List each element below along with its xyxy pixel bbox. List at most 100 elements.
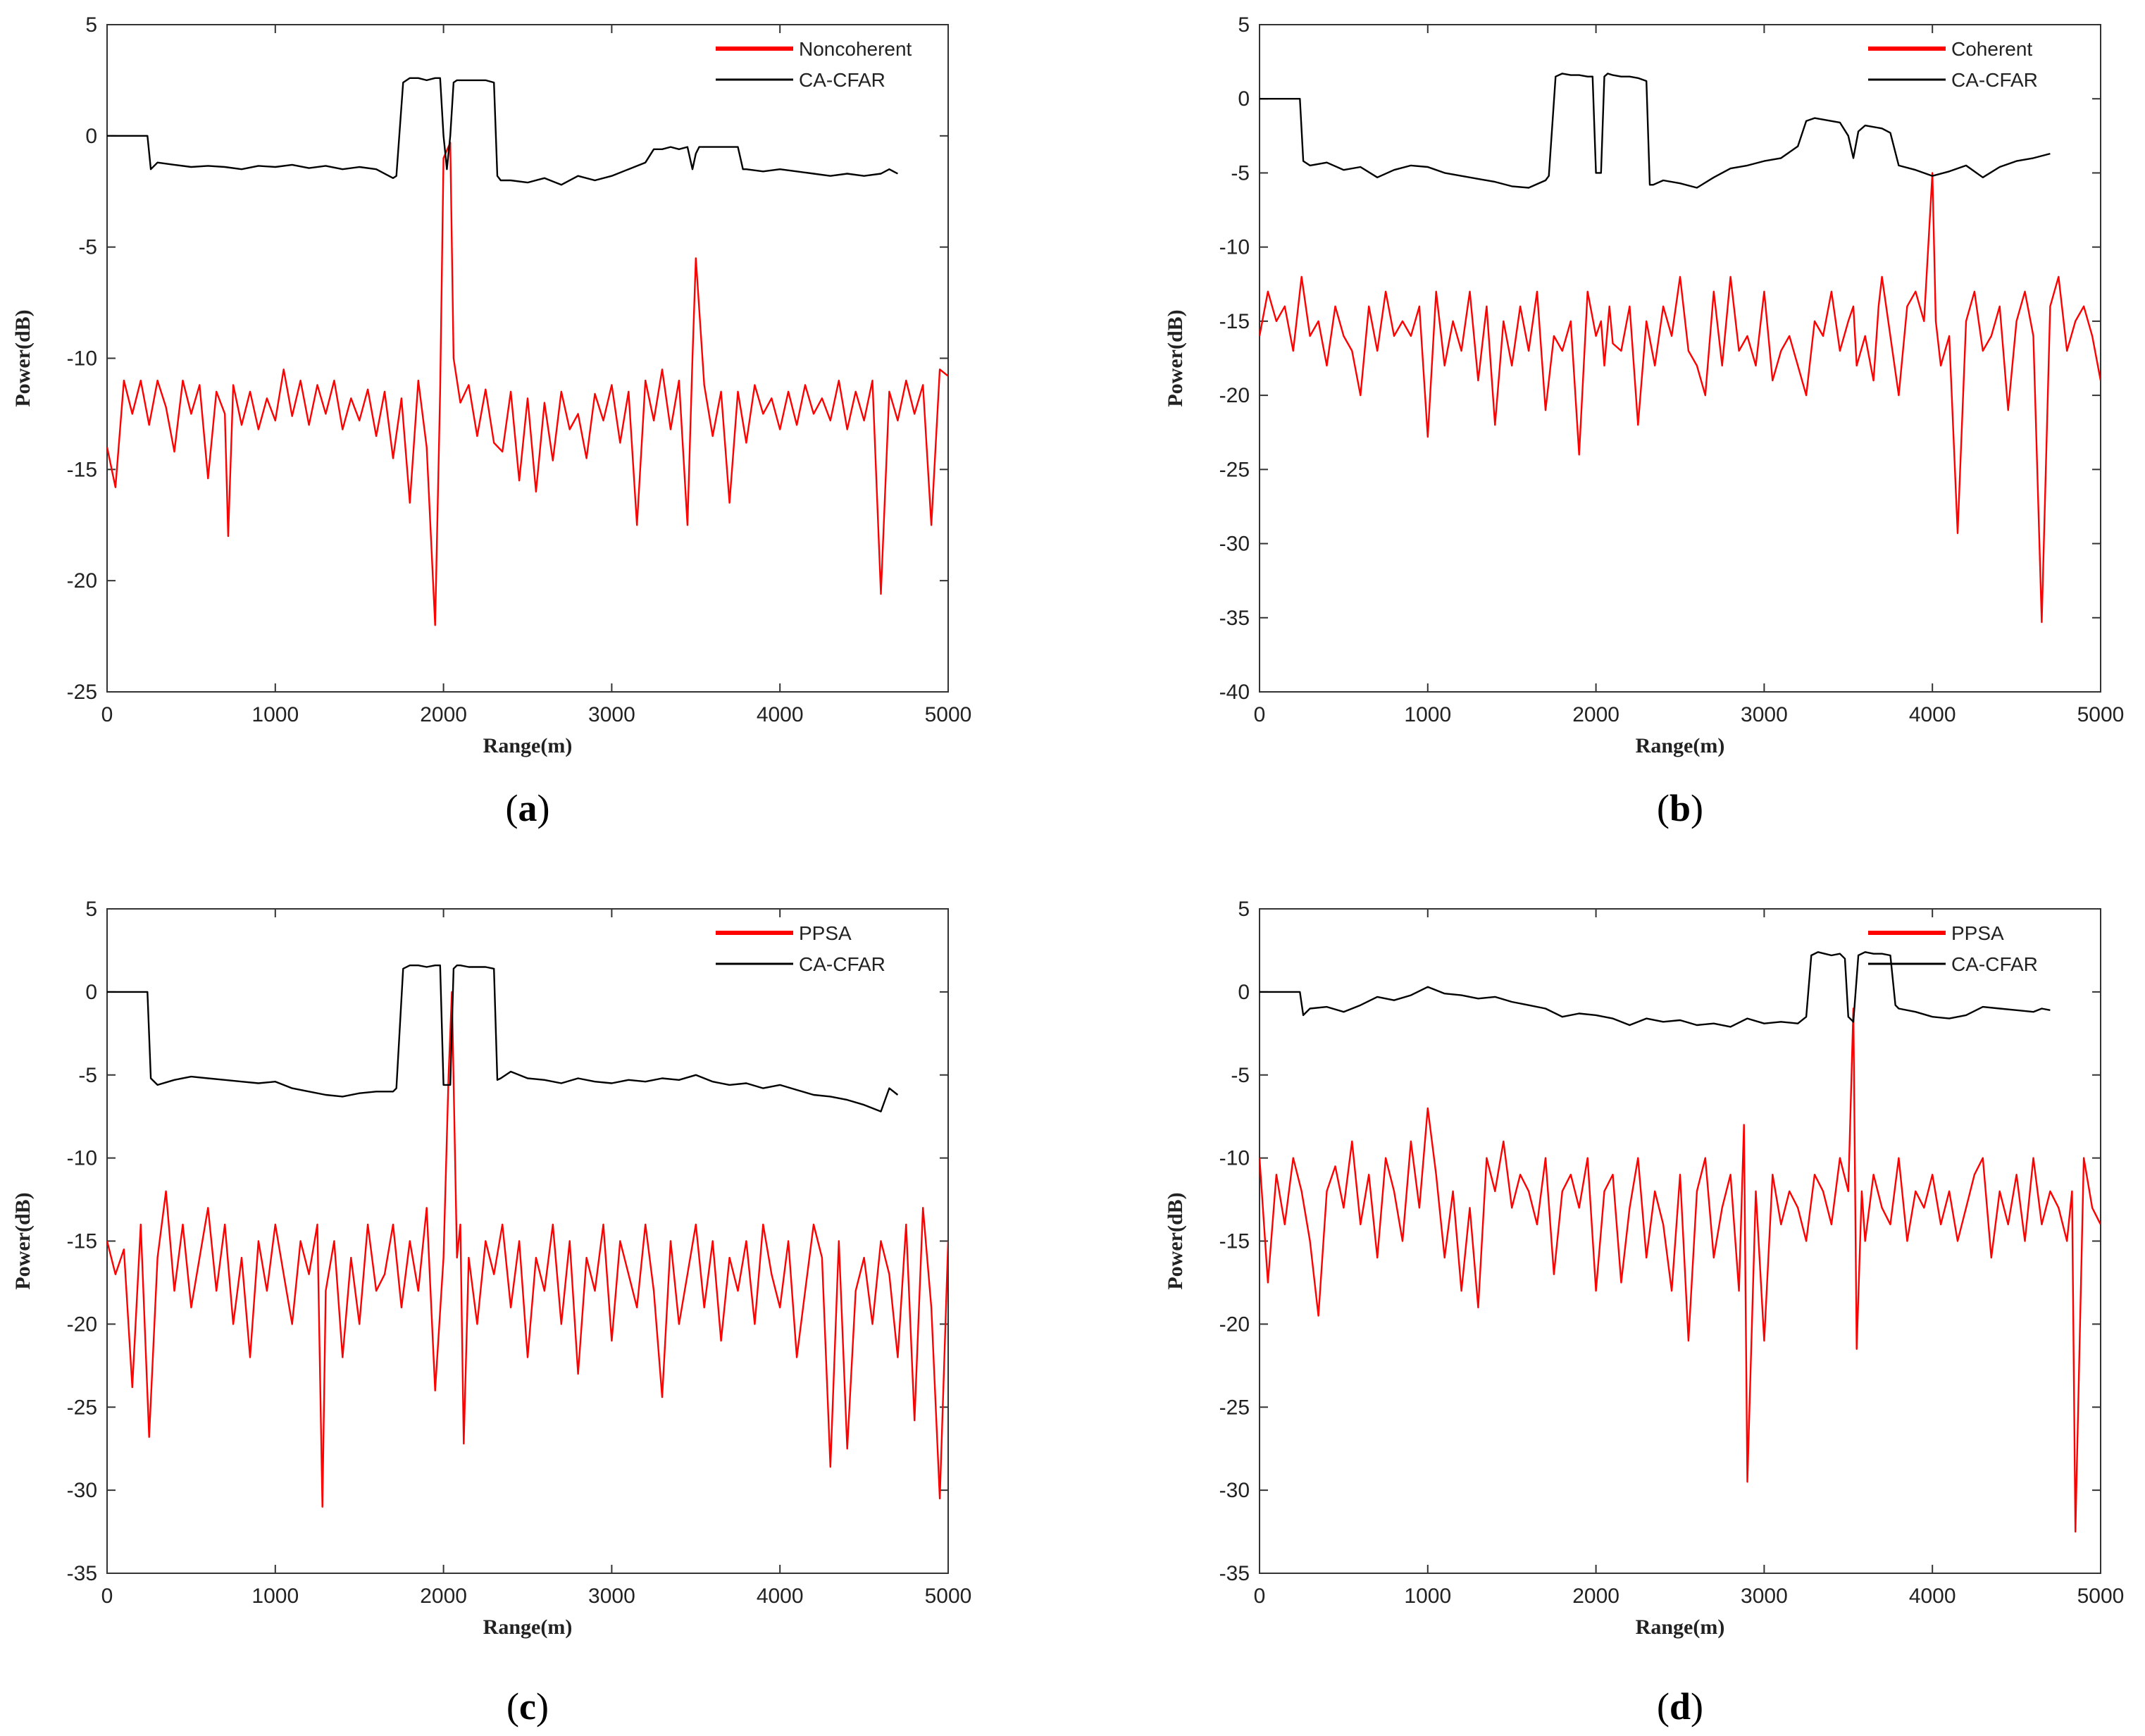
y-axis-label: Power(dB) xyxy=(1164,309,1187,407)
x-tick-label: 4000 xyxy=(1909,1585,1956,1608)
y-tick-label: -15 xyxy=(67,458,97,481)
chart-panel-b: 0 1000 2000 3000 4000 5000 -40 -35 -30 -25 -20 -15 -… xyxy=(1164,13,2124,829)
series-line-noncoherent xyxy=(107,142,948,626)
x-tick-label: 5000 xyxy=(925,1585,972,1608)
plot-area-frame xyxy=(1259,24,2101,693)
x-tick-label: 0 xyxy=(101,703,113,726)
panel-caption: (d) xyxy=(1657,1685,1703,1728)
y-tick-label: 5 xyxy=(1238,13,1250,37)
y-tick-label: -20 xyxy=(1219,1313,1250,1336)
x-tick-label: 1000 xyxy=(1404,703,1451,726)
y-tick-label: -5 xyxy=(78,1064,97,1087)
series-group xyxy=(1260,951,2101,1533)
legend-label: PPSA xyxy=(1951,922,2004,944)
y-tick-label: -25 xyxy=(67,1396,97,1419)
y-tick-label: -30 xyxy=(67,1479,97,1502)
y-tick-label: -20 xyxy=(1219,384,1250,407)
y-tick-label: -15 xyxy=(67,1230,97,1253)
y-tick-label: 0 xyxy=(1238,981,1250,1004)
y-axis-label: Power(dB) xyxy=(1164,1192,1187,1289)
x-tick-label: 3000 xyxy=(1741,1585,1788,1608)
x-axis-label: Range(m) xyxy=(483,1616,573,1639)
legend-label: CA-CFAR xyxy=(799,953,885,975)
x-tick-label: 5000 xyxy=(925,703,972,726)
x-tick-label: 0 xyxy=(1254,703,1266,726)
series-line-ca-cfar xyxy=(107,964,899,1112)
legend: Noncoherent CA-CFAR xyxy=(716,38,912,91)
legend-label: Noncoherent xyxy=(799,38,912,60)
x-tick-label: 2000 xyxy=(420,1585,467,1608)
y-tick-label: -15 xyxy=(1219,1230,1250,1253)
x-axis-label: Range(m) xyxy=(1636,734,1725,757)
x-axis-label: Range(m) xyxy=(1636,1616,1725,1639)
y-tick-label: -15 xyxy=(1219,310,1250,333)
x-tick-label: 5000 xyxy=(2077,703,2125,726)
y-axis-label: Power(dB) xyxy=(11,1192,35,1289)
series-line-ca-cfar xyxy=(1260,951,2051,1028)
legend-label: CA-CFAR xyxy=(1951,69,2038,91)
y-tick-label: -10 xyxy=(1219,1147,1250,1170)
y-tick-label: -10 xyxy=(67,1147,97,1170)
x-tick-label: 3000 xyxy=(588,703,635,726)
y-tick-label: -20 xyxy=(67,1313,97,1336)
plot-area-frame xyxy=(106,24,949,693)
y-tick-label: -25 xyxy=(1219,1396,1250,1419)
series-group xyxy=(107,964,948,1508)
x-tick-label: 3000 xyxy=(588,1585,635,1608)
x-tick-label: 4000 xyxy=(757,1585,804,1608)
legend-label: Coherent xyxy=(1951,38,2032,60)
x-tick-label: 1000 xyxy=(251,1585,299,1608)
y-tick-label: -25 xyxy=(67,681,97,704)
panel-caption: (a) xyxy=(506,787,550,829)
x-tick-label: 1000 xyxy=(251,703,299,726)
chart-panel-d: 0 1000 2000 3000 4000 5000 -35 -30 -25 -20 -15 -10 -… xyxy=(1164,898,2124,1728)
x-tick-label: 5000 xyxy=(2077,1585,2125,1608)
y-tick-label: -10 xyxy=(67,347,97,371)
y-axis-label: Power(dB) xyxy=(11,309,35,407)
x-tick-label: 4000 xyxy=(757,703,804,726)
y-tick-label: -30 xyxy=(1219,1479,1250,1502)
x-tick-label: 2000 xyxy=(1572,1585,1619,1608)
x-tick-label: 3000 xyxy=(1741,703,1788,726)
y-tick-label: -35 xyxy=(1219,1562,1250,1585)
y-tick-label: 0 xyxy=(85,125,97,148)
panel-caption-letter: d xyxy=(1670,1685,1691,1728)
series-group xyxy=(107,77,948,626)
panel-caption-letter: c xyxy=(519,1685,536,1728)
panel-caption-letter: b xyxy=(1670,787,1691,829)
y-tick-label: 5 xyxy=(85,898,97,921)
y-tick-label: 5 xyxy=(85,13,97,37)
series-line-coherent xyxy=(1260,172,2101,624)
series-line-ppsa xyxy=(1260,1008,2101,1533)
chart-panel-c: 0 1000 2000 3000 4000 5000 -35 -30 -25 -20 -15 -10 -… xyxy=(11,898,971,1728)
x-tick-label: 2000 xyxy=(420,703,467,726)
panel-caption-letter: a xyxy=(518,787,537,829)
series-line-ppsa xyxy=(107,991,948,1508)
plot-area-frame xyxy=(106,908,949,1574)
y-tick-label: 0 xyxy=(85,981,97,1004)
y-tick-label: -20 xyxy=(67,569,97,593)
x-tick-label: 1000 xyxy=(1404,1585,1451,1608)
legend-label: CA-CFAR xyxy=(799,69,885,91)
x-tick-label: 2000 xyxy=(1572,703,1619,726)
y-tick-label: -30 xyxy=(1219,533,1250,556)
panel-caption: (c) xyxy=(506,1685,549,1728)
series-line-ca-cfar xyxy=(107,77,898,186)
y-tick-label: -35 xyxy=(1219,607,1250,630)
plot-area-frame xyxy=(1259,908,2101,1574)
y-tick-label: 0 xyxy=(1238,87,1250,111)
y-tick-label: -5 xyxy=(1231,161,1250,185)
y-tick-label: -35 xyxy=(67,1562,97,1585)
chart-panel-a: 0 1000 2000 3000 4000 5000 -25 -20 -15 -10 -5 0 5 Ran… xyxy=(11,13,971,829)
y-tick-label: -10 xyxy=(1219,236,1250,259)
y-tick-label: -5 xyxy=(78,236,97,259)
legend: Coherent CA-CFAR xyxy=(1868,38,2038,91)
x-tick-label: 4000 xyxy=(1909,703,1956,726)
series-line-ca-cfar xyxy=(1260,73,2051,189)
x-axis-label: Range(m) xyxy=(483,734,573,757)
series-group xyxy=(1260,73,2101,624)
legend-label: CA-CFAR xyxy=(1951,953,2038,975)
panel-caption: (b) xyxy=(1657,787,1703,829)
y-tick-label: -40 xyxy=(1219,681,1250,704)
